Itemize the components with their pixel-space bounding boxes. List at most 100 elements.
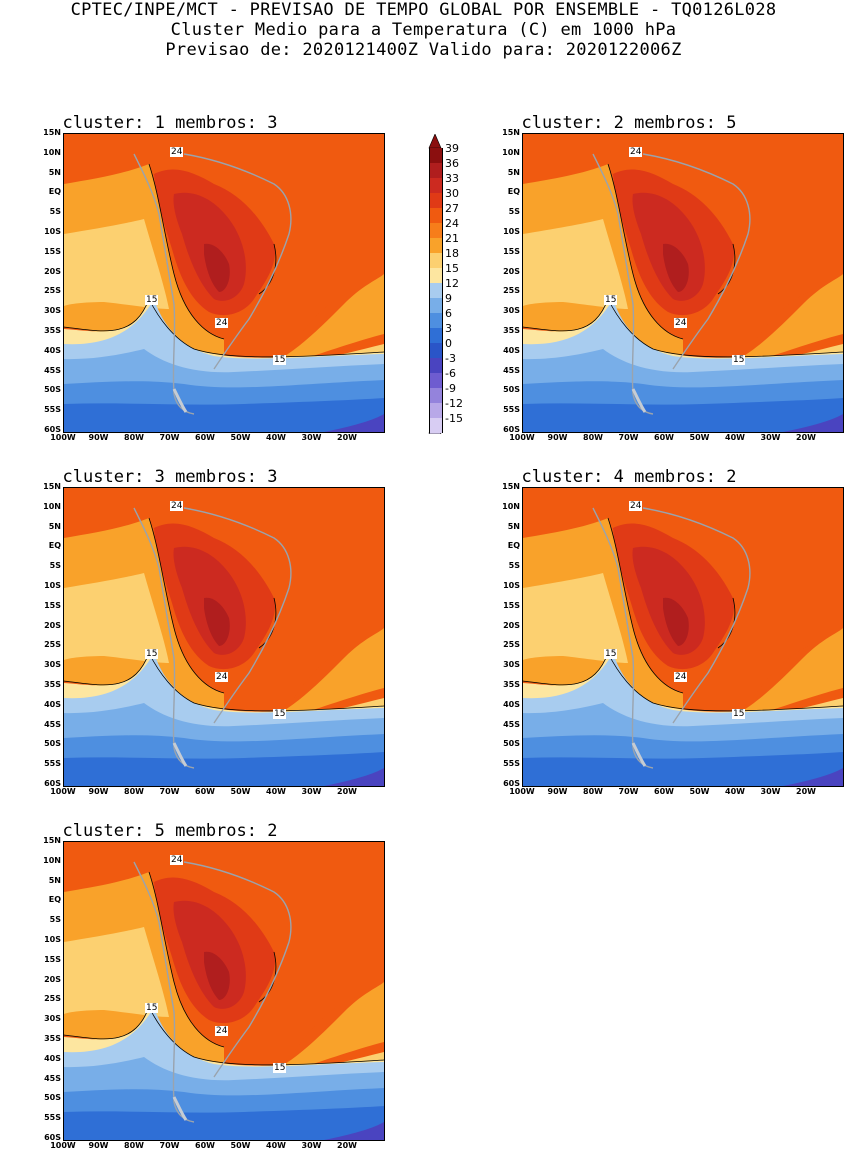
lat-tick-label: 25S xyxy=(44,994,61,1004)
colorbar-swatch xyxy=(429,298,443,313)
colorbar-label: 18 xyxy=(445,247,459,260)
lat-tick-label: 40S xyxy=(44,699,61,709)
lat-tick-label: 5N xyxy=(507,167,520,177)
lat-tick-label: 45S xyxy=(503,365,520,375)
lat-tick-label: 10N xyxy=(43,147,61,157)
lon-tick-label: 80W xyxy=(583,433,603,442)
colorbar-swatch xyxy=(429,403,443,418)
lat-tick-label: 35S xyxy=(44,1034,61,1043)
lat-tick-label: 25S xyxy=(44,640,61,650)
lon-tick-label: 50W xyxy=(230,433,251,442)
lon-tick-label: 40W xyxy=(725,787,745,796)
colorbar-label: -3 xyxy=(445,352,456,365)
contour-label-24: 24 xyxy=(215,1026,229,1036)
lat-tick-label: 45S xyxy=(44,719,61,729)
lat-tick-label: EQ xyxy=(507,187,520,197)
lat-tick-label: 5S xyxy=(49,207,61,217)
lat-tick-label: 30S xyxy=(44,660,61,670)
map-panel-4: cluster: 4 membros: 2 15N 10N 5N EQ 5S 10S 15S… xyxy=(459,467,847,807)
temperature-map xyxy=(63,133,385,433)
map-panel-5: cluster: 5 membros: 2 15N 10N 5N EQ 5S 10S 15S… xyxy=(0,821,388,1161)
lat-tick-label: 10S xyxy=(503,581,520,590)
colorbar-label: 30 xyxy=(445,187,459,200)
lat-tick-label: 5N xyxy=(48,167,61,177)
colorbar-swatch xyxy=(429,238,443,253)
lat-tick-label: 10N xyxy=(502,147,520,157)
colorbar-label: 39 xyxy=(445,142,459,155)
contour-label-24: 24 xyxy=(170,501,184,511)
lat-tick-label: 20S xyxy=(44,266,61,276)
lon-tick-label: 90W xyxy=(88,433,109,442)
contour-label-15: 15 xyxy=(732,355,746,365)
lat-tick-label: 25S xyxy=(503,640,520,650)
lon-tick-label: 60W xyxy=(654,433,674,442)
colorbar-swatch xyxy=(429,328,443,343)
contour-label-15: 15 xyxy=(145,1003,159,1013)
lat-tick-label: 55S xyxy=(44,1113,61,1123)
lon-tick-label: 80W xyxy=(124,433,144,442)
lat-tick-label: 5N xyxy=(48,875,61,885)
contour-label-24: 24 xyxy=(674,672,688,682)
lat-tick-label: 20S xyxy=(503,620,520,630)
contour-label-15: 15 xyxy=(145,649,159,659)
colorbar-label: -15 xyxy=(445,412,463,425)
lon-tick-label: 20W xyxy=(337,787,357,796)
lat-tick-label: 35S xyxy=(503,680,520,689)
panel-title: cluster: 1 membros: 3 xyxy=(62,113,278,133)
colorbar-label: -6 xyxy=(445,367,456,380)
contour-label-24: 24 xyxy=(215,318,229,328)
colorbar-label: 3 xyxy=(445,322,452,335)
lat-tick-label: 45S xyxy=(503,719,520,729)
contour-label-24: 24 xyxy=(629,147,643,157)
lat-tick-label: 50S xyxy=(44,739,61,749)
lon-tick-label: 60W xyxy=(195,787,215,796)
colorbar-swatch xyxy=(429,268,443,283)
lon-tick-label: 60W xyxy=(195,1141,215,1150)
contour-label-24: 24 xyxy=(170,855,184,865)
contour-label-15: 15 xyxy=(604,295,618,305)
colorbar-swatch xyxy=(429,418,443,433)
lon-tick-label: 70W xyxy=(159,1141,180,1150)
lon-tick-label: 40W xyxy=(266,787,286,796)
lat-tick-label: 15S xyxy=(503,600,520,610)
contour-label-24: 24 xyxy=(215,672,229,682)
panel-title: cluster: 3 membros: 3 xyxy=(62,467,278,487)
temperature-map xyxy=(522,487,844,787)
lon-tick-label: 80W xyxy=(583,787,603,796)
colorbar-swatch xyxy=(429,358,443,373)
header-title-1: CPTEC/INPE/MCT - PREVISAO DE TEMPO GLOBA… xyxy=(70,0,777,20)
panel-title: cluster: 5 membros: 2 xyxy=(62,821,278,841)
lat-tick-label: 10N xyxy=(43,501,61,511)
lat-tick-label: 10S xyxy=(44,227,61,236)
contour-label-24: 24 xyxy=(629,501,643,511)
lon-tick-label: 40W xyxy=(266,1141,286,1150)
lat-tick-label: 30S xyxy=(44,1014,61,1024)
colorbar-label: -9 xyxy=(445,382,456,395)
lat-tick-label: EQ xyxy=(48,187,61,197)
lat-tick-label: 20S xyxy=(44,974,61,984)
colorbar-label: 9 xyxy=(445,292,452,305)
header-title-3: Previsao de: 2020121400Z Valido para: 20… xyxy=(165,40,682,60)
lon-tick-label: 70W xyxy=(159,787,180,796)
colorbar-swatch xyxy=(429,313,443,328)
lat-tick-label: 45S xyxy=(44,1073,61,1083)
lat-tick-label: 5S xyxy=(49,915,61,925)
lat-tick-label: 5S xyxy=(49,561,61,571)
lon-tick-label: 70W xyxy=(159,433,180,442)
lon-tick-label: 50W xyxy=(230,1141,251,1150)
colorbar-swatch xyxy=(429,193,443,208)
lat-tick-label: 45S xyxy=(44,365,61,375)
temperature-map xyxy=(522,133,844,433)
lon-tick-label: 40W xyxy=(725,433,745,442)
colorbar-swatch xyxy=(429,208,443,223)
lat-tick-label: 35S xyxy=(44,680,61,689)
lat-tick-label: 40S xyxy=(503,699,520,709)
panel-title: cluster: 2 membros: 5 xyxy=(521,113,737,133)
lat-tick-label: 20S xyxy=(44,620,61,630)
lat-tick-label: 25S xyxy=(503,286,520,296)
lat-tick-label: 5S xyxy=(508,561,520,571)
colorbar-label: 0 xyxy=(445,337,452,350)
colorbar-label: 15 xyxy=(445,262,459,275)
lon-tick-label: 90W xyxy=(547,433,568,442)
lon-tick-label: 60W xyxy=(654,787,674,796)
